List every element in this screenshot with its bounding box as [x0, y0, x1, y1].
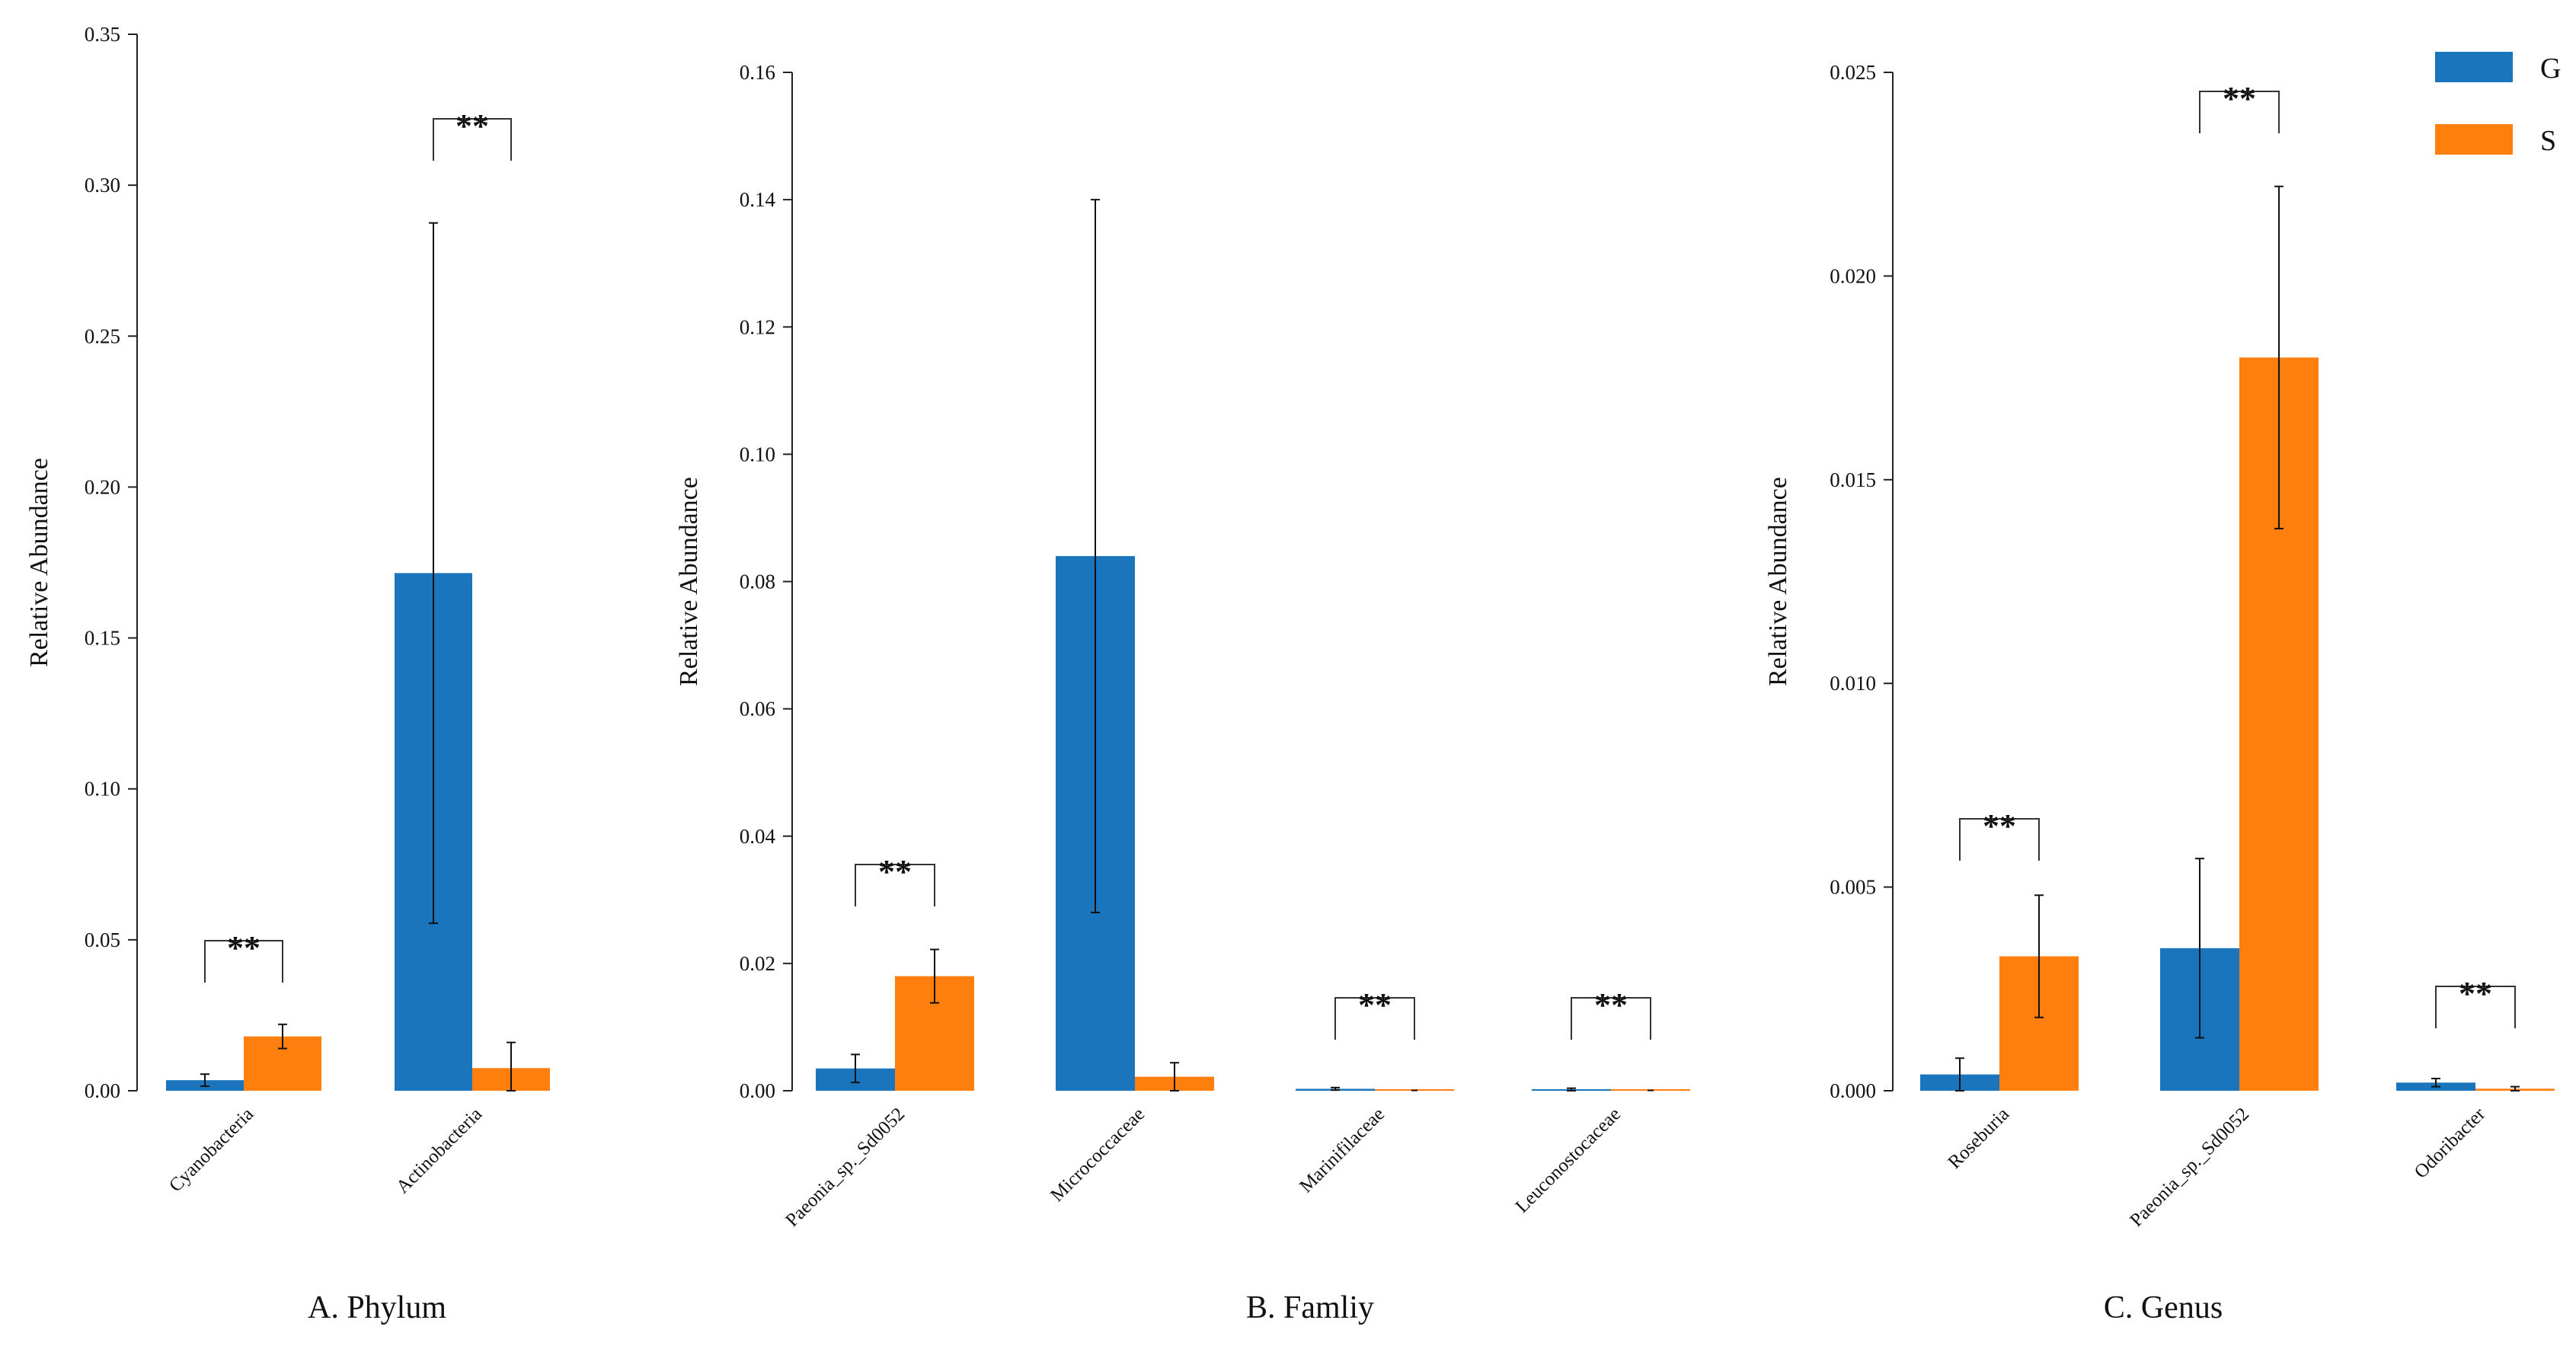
category-label: Micrococcaceae [1047, 1104, 1149, 1206]
category-label: Odoribacter [2411, 1104, 2490, 1183]
significance-marker: ** [878, 853, 912, 890]
significance-marker: ** [227, 929, 260, 967]
legend-swatch-S [2435, 124, 2513, 155]
y-tick-label: 0.00 [85, 1079, 120, 1102]
legend-label-G: G [2540, 53, 2561, 85]
legend-label-S: S [2540, 125, 2556, 157]
y-tick-label: 0.00 [740, 1079, 775, 1102]
significance-marker: ** [1983, 807, 2016, 845]
panel-genus: 0.000 0.005 0.010 0.015 0.020 0.025 Relative A… [1764, 61, 2555, 1325]
y-tick-label: 0.05 [85, 929, 120, 951]
y-tick-label: 0.10 [85, 778, 120, 801]
panel-caption: C. Genus [2104, 1290, 2223, 1325]
y-tick-label: 0.000 [1830, 1079, 1876, 1102]
y-axis-title: Relative Abundance [25, 458, 53, 667]
y-tick-label: 0.20 [85, 475, 120, 498]
significance-bracket [1959, 818, 2040, 861]
significance-marker: ** [2459, 975, 2492, 1012]
y-tick-label: 0.015 [1830, 468, 1876, 491]
legend-swatch-G [2435, 52, 2513, 82]
y-tick-label: 0.30 [85, 174, 120, 197]
category-label: Roseburia [1944, 1104, 2013, 1173]
panel-phylum: 0.00 0.05 0.10 0.15 0.20 0.25 0.30 0.35 Relative… [25, 23, 550, 1325]
y-tick-label: 0.08 [740, 571, 775, 593]
y-tick-label: 0.06 [740, 698, 775, 721]
significance-marker: ** [1594, 986, 1628, 1024]
legend: GS [2435, 52, 2561, 157]
significance-bracket [1571, 997, 1651, 1040]
category-label: Paeonia_sp._Sd0052 [2126, 1104, 2253, 1231]
category-label: Marinifilaceae [1296, 1104, 1389, 1197]
significance-bracket [2435, 986, 2516, 1028]
category-label: Actinobacteria [392, 1104, 486, 1197]
y-tick-label: 0.02 [740, 952, 775, 975]
y-tick-label: 0.25 [85, 324, 120, 347]
y-tick-label: 0.005 [1830, 876, 1876, 899]
significance-bracket [2199, 91, 2280, 133]
y-tick-label: 0.12 [740, 315, 775, 338]
significance-bracket [855, 864, 935, 906]
y-tick-label: 0.010 [1830, 672, 1876, 695]
y-tick-label: 0.10 [740, 443, 775, 465]
significance-bracket [1334, 997, 1415, 1040]
y-axis-title: Relative Abundance [675, 477, 703, 686]
significance-marker: ** [455, 107, 489, 145]
y-tick-label: 0.16 [740, 61, 775, 84]
significance-bracket [204, 940, 283, 983]
significance-bracket [433, 118, 512, 161]
significance-marker: ** [2223, 80, 2256, 117]
category-label: Leuconostocaceae [1512, 1104, 1625, 1217]
y-tick-label: 0.14 [740, 188, 776, 211]
y-tick-label: 0.35 [85, 23, 120, 46]
panel-caption: A. Phylum [308, 1290, 446, 1325]
y-tick-label: 0.020 [1830, 264, 1876, 287]
significance-marker: ** [1358, 986, 1392, 1024]
panel-family: 0.00 0.02 0.04 0.06 0.08 0.10 0.12 0.14 0.16 Rela… [675, 61, 1690, 1325]
category-label: Cyanobacteria [165, 1104, 257, 1196]
panel-caption: B. Famliy [1246, 1290, 1374, 1325]
category-label: Paeonia_sp._Sd0052 [781, 1104, 909, 1231]
y-tick-label: 0.025 [1830, 61, 1876, 84]
y-tick-label: 0.15 [85, 627, 120, 650]
y-axis-title: Relative Abundance [1764, 477, 1792, 686]
y-tick-label: 0.04 [740, 825, 776, 848]
